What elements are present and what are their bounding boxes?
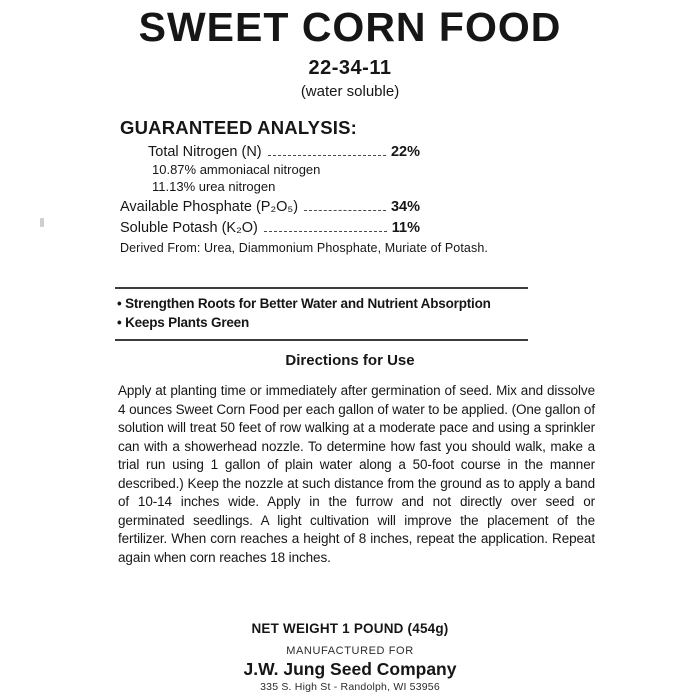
directions-heading: Directions for Use	[285, 352, 415, 369]
guaranteed-analysis-heading: GUARANTEED ANALYSIS:	[120, 117, 357, 138]
analysis-value: 22%	[390, 144, 420, 160]
guaranteed-analysis-section: GUARANTEED ANALYSIS: Total Nitrogen (N) …	[120, 117, 540, 255]
water-soluble-note: (water soluble)	[300, 83, 400, 100]
dot-leader	[263, 231, 387, 232]
company-address: 335 S. High St - Randolph, WI 53956	[260, 681, 440, 693]
analysis-name: Total Nitrogen (N)	[148, 144, 262, 160]
benefits-box: Strengthen Roots for Better Water and Nu…	[115, 287, 528, 341]
benefit-item-green: Keeps Plants Green	[117, 313, 528, 332]
manufactured-for-label: MANUFACTURED FOR	[286, 645, 414, 657]
nitrogen-breakdown-ammoniacal: 10.87% ammoniacal nitrogen	[152, 162, 321, 177]
product-title: SWEET CORN FOOD	[138, 4, 562, 50]
derived-from-line: Derived From: Urea, Diammonium Phosphate…	[120, 241, 488, 255]
npk-grade: 22-34-11	[308, 57, 392, 79]
analysis-row-nitrogen: Total Nitrogen (N) 22%	[148, 144, 420, 160]
label-footer: NET WEIGHT 1 POUND (454g) MANUFACTURED F…	[0, 621, 700, 693]
scan-artifact	[40, 218, 44, 227]
directions-paragraph: Apply at planting time or immediately af…	[118, 383, 595, 565]
analysis-name: Soluble Potash (K₂O)	[120, 220, 258, 236]
nitrogen-breakdown-urea: 11.13% urea nitrogen	[152, 179, 276, 194]
analysis-row-potash: Soluble Potash (K₂O) 11%	[120, 220, 420, 236]
analysis-value: 34%	[390, 199, 420, 215]
benefit-item-roots: Strengthen Roots for Better Water and Nu…	[117, 294, 528, 313]
analysis-value: 11%	[391, 220, 420, 236]
analysis-row-phosphate: Available Phosphate (P₂O₅) 34%	[120, 199, 420, 215]
label-header: SWEET CORN FOOD 22-34-11 (water soluble)	[0, 0, 700, 101]
analysis-name: Available Phosphate (P₂O₅)	[120, 199, 299, 215]
dot-leader	[304, 210, 386, 211]
company-name: J.W. Jung Seed Company	[243, 659, 457, 679]
net-weight: NET WEIGHT 1 POUND (454g)	[251, 621, 449, 636]
dot-leader	[267, 155, 386, 156]
